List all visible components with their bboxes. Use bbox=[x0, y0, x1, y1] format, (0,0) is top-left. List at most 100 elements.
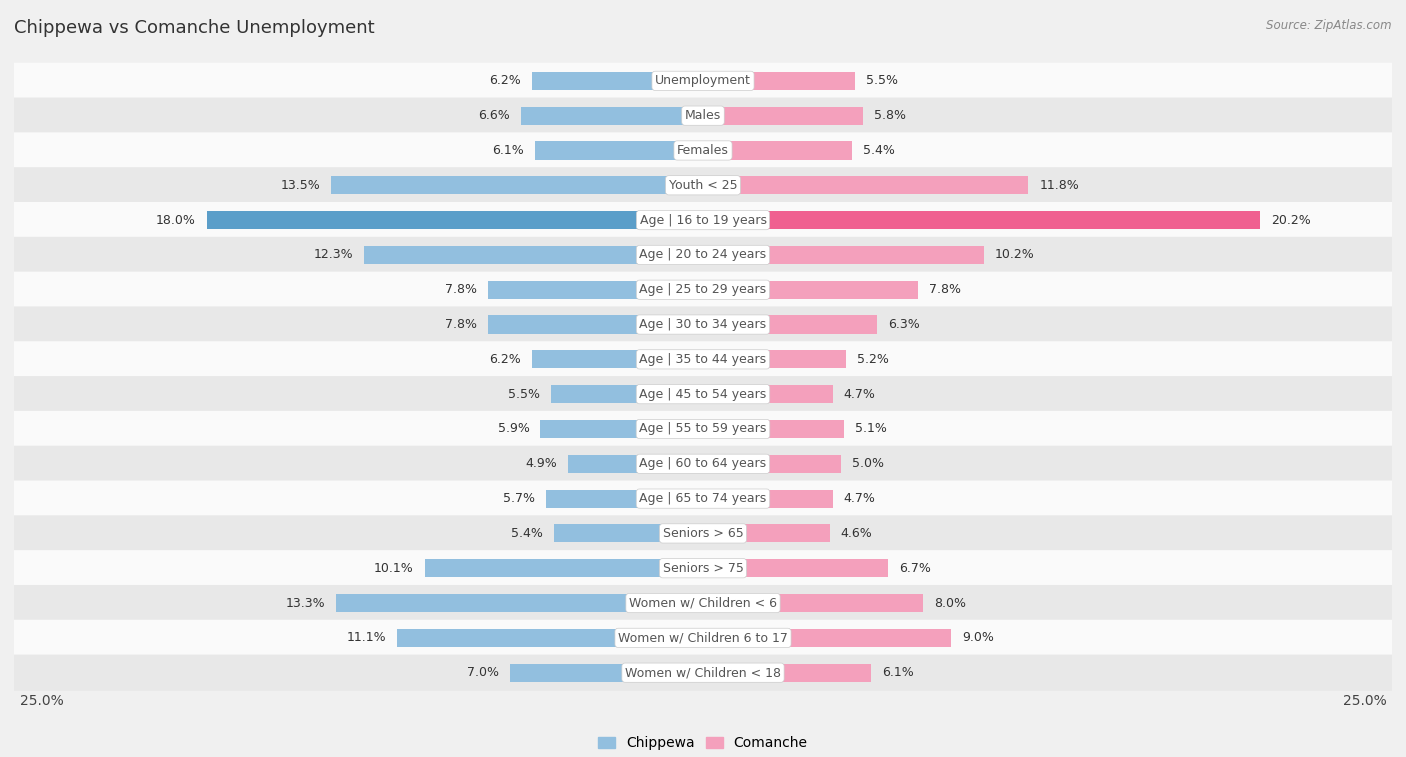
Text: Males: Males bbox=[685, 109, 721, 122]
FancyBboxPatch shape bbox=[4, 98, 1402, 134]
Text: 18.0%: 18.0% bbox=[156, 213, 195, 226]
Text: 5.4%: 5.4% bbox=[512, 527, 543, 540]
Text: 4.9%: 4.9% bbox=[526, 457, 557, 470]
FancyBboxPatch shape bbox=[4, 376, 1402, 413]
Text: 5.4%: 5.4% bbox=[863, 144, 894, 157]
Text: Source: ZipAtlas.com: Source: ZipAtlas.com bbox=[1267, 19, 1392, 32]
Bar bbox=[488, 316, 703, 334]
Text: Women w/ Children < 18: Women w/ Children < 18 bbox=[626, 666, 780, 679]
Bar bbox=[534, 142, 703, 160]
Text: 6.2%: 6.2% bbox=[489, 353, 522, 366]
FancyBboxPatch shape bbox=[4, 655, 1402, 691]
Bar bbox=[396, 629, 703, 647]
Text: 5.5%: 5.5% bbox=[866, 74, 897, 87]
FancyBboxPatch shape bbox=[4, 167, 1402, 204]
Text: 25.0%: 25.0% bbox=[20, 694, 63, 709]
Text: 7.0%: 7.0% bbox=[467, 666, 499, 679]
Bar bbox=[703, 629, 950, 647]
Text: Females: Females bbox=[678, 144, 728, 157]
Text: 6.1%: 6.1% bbox=[882, 666, 914, 679]
Text: Age | 60 to 64 years: Age | 60 to 64 years bbox=[640, 457, 766, 470]
Text: 6.6%: 6.6% bbox=[478, 109, 510, 122]
FancyBboxPatch shape bbox=[4, 307, 1402, 343]
Text: 6.1%: 6.1% bbox=[492, 144, 524, 157]
Text: 6.2%: 6.2% bbox=[489, 74, 522, 87]
Text: Age | 20 to 24 years: Age | 20 to 24 years bbox=[640, 248, 766, 261]
FancyBboxPatch shape bbox=[4, 620, 1402, 656]
Text: 7.8%: 7.8% bbox=[929, 283, 960, 296]
FancyBboxPatch shape bbox=[4, 237, 1402, 273]
Bar bbox=[568, 455, 703, 473]
Bar bbox=[703, 455, 841, 473]
Text: Age | 16 to 19 years: Age | 16 to 19 years bbox=[640, 213, 766, 226]
Text: 12.3%: 12.3% bbox=[314, 248, 353, 261]
Text: 20.2%: 20.2% bbox=[1271, 213, 1310, 226]
Text: 8.0%: 8.0% bbox=[935, 597, 966, 609]
Text: 4.7%: 4.7% bbox=[844, 492, 876, 505]
Bar bbox=[330, 176, 703, 195]
Text: 5.9%: 5.9% bbox=[498, 422, 530, 435]
FancyBboxPatch shape bbox=[4, 272, 1402, 308]
Text: Age | 45 to 54 years: Age | 45 to 54 years bbox=[640, 388, 766, 400]
Text: 6.7%: 6.7% bbox=[898, 562, 931, 575]
Bar bbox=[364, 246, 703, 264]
Bar bbox=[703, 142, 852, 160]
Text: 13.3%: 13.3% bbox=[285, 597, 325, 609]
Bar bbox=[540, 420, 703, 438]
Text: 10.2%: 10.2% bbox=[995, 248, 1035, 261]
Text: Unemployment: Unemployment bbox=[655, 74, 751, 87]
FancyBboxPatch shape bbox=[4, 550, 1402, 587]
FancyBboxPatch shape bbox=[4, 411, 1402, 447]
Text: 5.5%: 5.5% bbox=[509, 388, 540, 400]
FancyBboxPatch shape bbox=[4, 63, 1402, 99]
Text: 7.8%: 7.8% bbox=[446, 318, 477, 331]
Text: Age | 55 to 59 years: Age | 55 to 59 years bbox=[640, 422, 766, 435]
Bar bbox=[336, 594, 703, 612]
Bar bbox=[425, 559, 703, 578]
Text: 5.0%: 5.0% bbox=[852, 457, 884, 470]
Bar bbox=[531, 350, 703, 369]
Text: 6.3%: 6.3% bbox=[887, 318, 920, 331]
FancyBboxPatch shape bbox=[4, 481, 1402, 517]
Text: 7.8%: 7.8% bbox=[446, 283, 477, 296]
Text: 5.7%: 5.7% bbox=[503, 492, 534, 505]
Text: Age | 25 to 29 years: Age | 25 to 29 years bbox=[640, 283, 766, 296]
Text: 13.5%: 13.5% bbox=[280, 179, 321, 192]
Text: Women w/ Children 6 to 17: Women w/ Children 6 to 17 bbox=[619, 631, 787, 644]
Bar bbox=[703, 525, 830, 543]
Bar bbox=[703, 316, 876, 334]
FancyBboxPatch shape bbox=[4, 585, 1402, 621]
Bar bbox=[554, 525, 703, 543]
Text: Women w/ Children < 6: Women w/ Children < 6 bbox=[628, 597, 778, 609]
Bar bbox=[522, 107, 703, 125]
Bar bbox=[207, 211, 703, 229]
Bar bbox=[703, 350, 846, 369]
FancyBboxPatch shape bbox=[4, 516, 1402, 552]
Bar bbox=[488, 281, 703, 299]
Text: 11.1%: 11.1% bbox=[346, 631, 387, 644]
Legend: Chippewa, Comanche: Chippewa, Comanche bbox=[593, 731, 813, 755]
Bar bbox=[703, 559, 887, 578]
Bar bbox=[551, 385, 703, 403]
FancyBboxPatch shape bbox=[4, 132, 1402, 169]
Text: 25.0%: 25.0% bbox=[1343, 694, 1386, 709]
Bar bbox=[703, 420, 844, 438]
Bar bbox=[703, 107, 863, 125]
Bar bbox=[510, 664, 703, 682]
Text: 5.2%: 5.2% bbox=[858, 353, 889, 366]
Bar bbox=[703, 211, 1260, 229]
Text: Seniors > 75: Seniors > 75 bbox=[662, 562, 744, 575]
Text: 5.1%: 5.1% bbox=[855, 422, 886, 435]
Bar bbox=[703, 490, 832, 508]
Bar bbox=[703, 176, 1028, 195]
Text: 4.7%: 4.7% bbox=[844, 388, 876, 400]
Text: Age | 35 to 44 years: Age | 35 to 44 years bbox=[640, 353, 766, 366]
Text: Youth < 25: Youth < 25 bbox=[669, 179, 737, 192]
Bar bbox=[703, 664, 872, 682]
Bar bbox=[703, 246, 984, 264]
Bar bbox=[546, 490, 703, 508]
Bar bbox=[531, 72, 703, 90]
Bar bbox=[703, 281, 918, 299]
Text: 9.0%: 9.0% bbox=[962, 631, 994, 644]
FancyBboxPatch shape bbox=[4, 202, 1402, 238]
